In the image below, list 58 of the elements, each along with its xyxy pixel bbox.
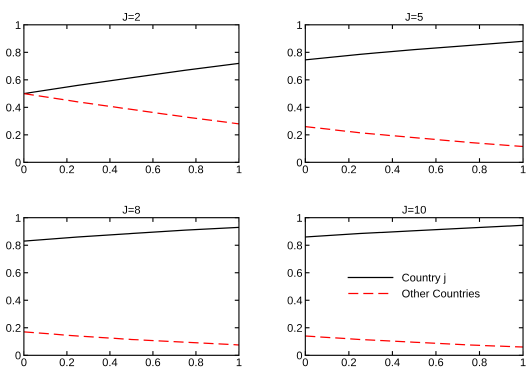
x-tick-label: 0.2 xyxy=(60,165,74,174)
y-tick-label: 0.2 xyxy=(288,324,302,332)
chart-title: J=8 xyxy=(122,206,140,214)
x-tick-label: 0.6 xyxy=(428,358,444,366)
y-tick-label: 0.6 xyxy=(6,76,21,84)
x-tick-label: 1 xyxy=(236,166,242,174)
y-tick-label: 0 xyxy=(15,352,21,360)
y-tick-label: 0.2 xyxy=(6,131,21,139)
x-tick-label: 0.8 xyxy=(472,358,487,366)
line-series xyxy=(24,92,239,124)
x-tick-label: 0.8 xyxy=(472,165,487,174)
y-tick-label: 1 xyxy=(16,214,21,222)
legend-label: Other Countries xyxy=(402,289,480,298)
x-tick-label: 0.6 xyxy=(428,165,444,174)
y-tick-label: 0.2 xyxy=(6,324,21,332)
x-tick-label: 0.2 xyxy=(342,358,356,366)
x-tick-label: 0 xyxy=(21,165,27,174)
x-tick-label: 0.2 xyxy=(342,165,356,174)
y-tick-label: 0.4 xyxy=(288,104,302,112)
y-tick-label: 1 xyxy=(16,21,21,29)
line-series xyxy=(24,331,239,346)
y-tick-label: 0 xyxy=(296,352,302,360)
x-tick-label: 0.4 xyxy=(385,165,400,174)
y-tick-label: 0.6 xyxy=(288,76,302,84)
x-tick-label: 1 xyxy=(236,358,242,366)
y-tick-label: 0.8 xyxy=(6,48,21,56)
y-tick-label: 0.8 xyxy=(6,242,21,250)
chart-title: J=10 xyxy=(402,206,426,214)
y-tick-label: 0.6 xyxy=(288,269,302,277)
chart-title: J=2 xyxy=(122,12,140,21)
x-tick-label: 1 xyxy=(520,358,526,366)
x-tick-label: 0.4 xyxy=(102,165,118,174)
x-tick-label: 0.6 xyxy=(146,358,160,366)
chart-title: J=5 xyxy=(405,13,423,21)
y-tick-label: 0 xyxy=(15,158,21,166)
y-tick-label: 0.6 xyxy=(6,269,21,277)
x-tick-label: 0.2 xyxy=(60,358,74,366)
y-tick-label: 0.4 xyxy=(288,296,302,304)
x-tick-label: 0.6 xyxy=(146,165,160,174)
line-series xyxy=(305,335,524,348)
x-tick-label: 0.8 xyxy=(188,165,204,174)
legend-label: Country j xyxy=(402,273,446,284)
y-tick-label: 0.8 xyxy=(288,48,302,56)
x-tick-label: 0.8 xyxy=(188,358,204,366)
line-series xyxy=(305,126,524,148)
y-tick-label: 0.8 xyxy=(288,242,302,250)
x-tick-label: 1 xyxy=(520,166,526,174)
y-tick-label: 0 xyxy=(296,158,302,166)
y-tick-label: 1 xyxy=(297,21,302,29)
x-tick-label: 0 xyxy=(21,358,27,366)
x-tick-label: 0 xyxy=(302,358,308,366)
x-tick-label: 0 xyxy=(302,165,308,174)
x-tick-label: 0.4 xyxy=(102,358,118,366)
y-tick-label: 1 xyxy=(297,214,302,222)
y-tick-label: 0.4 xyxy=(6,104,21,112)
y-tick-label: 0.2 xyxy=(288,131,302,139)
y-tick-label: 0.4 xyxy=(6,296,21,304)
x-tick-label: 0.4 xyxy=(385,358,400,366)
